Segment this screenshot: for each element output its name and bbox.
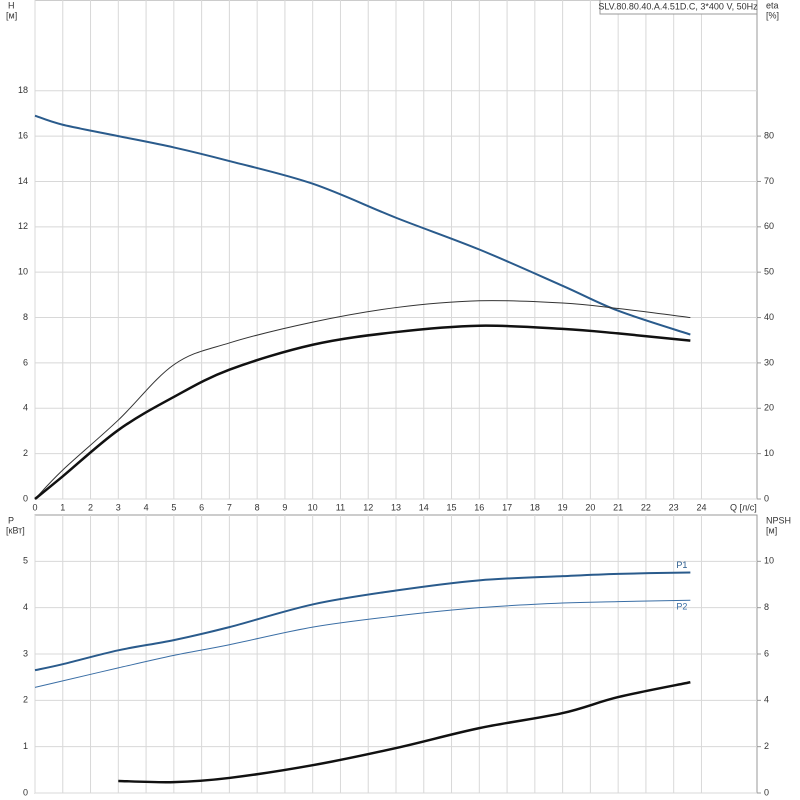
x-tick-label: 8 bbox=[255, 502, 260, 512]
y2-axis-label: eta bbox=[766, 0, 779, 10]
y-tick-label: 0 bbox=[23, 493, 28, 503]
y-axis-label: P bbox=[8, 515, 14, 525]
chart-title: SLV.80.80.40.A.4.51D.C, 3*400 V, 50Hz bbox=[598, 1, 758, 11]
x-tick-label: 24 bbox=[696, 502, 706, 512]
x-tick-label: 17 bbox=[502, 502, 512, 512]
x-tick-label: 16 bbox=[474, 502, 484, 512]
x-tick-label: 12 bbox=[363, 502, 373, 512]
curve-label: P2 bbox=[676, 602, 687, 612]
y-tick-label: 0 bbox=[23, 787, 28, 797]
y-tick-label: 5 bbox=[23, 556, 28, 566]
y2-tick-label: 70 bbox=[764, 176, 774, 186]
x-tick-label: 23 bbox=[669, 502, 679, 512]
y2-tick-label: 4 bbox=[764, 695, 769, 705]
x-tick-label: 2 bbox=[88, 502, 93, 512]
curve bbox=[34, 571, 691, 672]
curve bbox=[34, 599, 691, 688]
x-tick-label: 21 bbox=[613, 502, 623, 512]
y-axis-unit: [кВт] bbox=[6, 525, 25, 535]
y-tick-label: 2 bbox=[23, 695, 28, 705]
x-axis-label: Q [л/с] bbox=[730, 502, 757, 512]
x-tick-label: 6 bbox=[199, 502, 204, 512]
y2-tick-label: 8 bbox=[764, 602, 769, 612]
y-tick-label: 8 bbox=[23, 312, 28, 322]
x-tick-label: 18 bbox=[530, 502, 540, 512]
y2-tick-label: 80 bbox=[764, 130, 774, 140]
y-axis-label: H bbox=[8, 0, 15, 10]
y2-tick-label: 60 bbox=[764, 221, 774, 231]
y2-tick-label: 0 bbox=[764, 787, 769, 797]
x-tick-label: 7 bbox=[227, 502, 232, 512]
y-tick-label: 6 bbox=[23, 357, 28, 367]
y-tick-label: 10 bbox=[18, 267, 28, 277]
x-tick-label: 5 bbox=[171, 502, 176, 512]
x-tick-label: 19 bbox=[558, 502, 568, 512]
y-tick-label: 18 bbox=[18, 85, 28, 95]
y-tick-label: 14 bbox=[18, 176, 28, 186]
x-tick-label: 0 bbox=[32, 502, 37, 512]
x-tick-label: 3 bbox=[116, 502, 121, 512]
x-tick-label: 14 bbox=[419, 502, 429, 512]
y-tick-label: 4 bbox=[23, 602, 28, 612]
x-tick-label: 13 bbox=[391, 502, 401, 512]
y2-tick-label: 20 bbox=[764, 403, 774, 413]
x-tick-label: 22 bbox=[641, 502, 651, 512]
x-tick-label: 9 bbox=[282, 502, 287, 512]
y-tick-label: 4 bbox=[23, 403, 28, 413]
y2-tick-label: 6 bbox=[764, 648, 769, 658]
x-tick-label: 1 bbox=[60, 502, 65, 512]
curve bbox=[34, 300, 691, 500]
x-tick-label: 20 bbox=[585, 502, 595, 512]
y2-axis-unit: [%] bbox=[766, 10, 779, 20]
y2-tick-label: 10 bbox=[764, 556, 774, 566]
y-axis-unit: [м] bbox=[6, 10, 17, 20]
y2-tick-label: 2 bbox=[764, 741, 769, 751]
x-tick-label: 11 bbox=[336, 502, 345, 512]
curve bbox=[118, 681, 691, 784]
y2-tick-label: 0 bbox=[764, 493, 769, 503]
curve bbox=[34, 324, 691, 500]
y2-tick-label: 50 bbox=[764, 267, 774, 277]
y2-tick-label: 30 bbox=[764, 357, 774, 367]
y-tick-label: 12 bbox=[18, 221, 28, 231]
y-tick-label: 2 bbox=[23, 448, 28, 458]
y2-tick-label: 10 bbox=[764, 448, 774, 458]
title-box bbox=[599, 0, 758, 15]
y-tick-label: 3 bbox=[23, 648, 28, 658]
curve-label: P1 bbox=[676, 560, 687, 570]
y-tick-label: 16 bbox=[18, 130, 28, 140]
y-tick-label: 1 bbox=[23, 741, 28, 751]
y2-axis-unit: [м] bbox=[766, 525, 777, 535]
curve bbox=[34, 114, 691, 336]
x-tick-label: 10 bbox=[308, 502, 318, 512]
y2-tick-label: 40 bbox=[764, 312, 774, 322]
y2-axis-label: NPSH bbox=[766, 515, 791, 525]
x-tick-label: 4 bbox=[144, 502, 149, 512]
x-tick-label: 15 bbox=[447, 502, 457, 512]
